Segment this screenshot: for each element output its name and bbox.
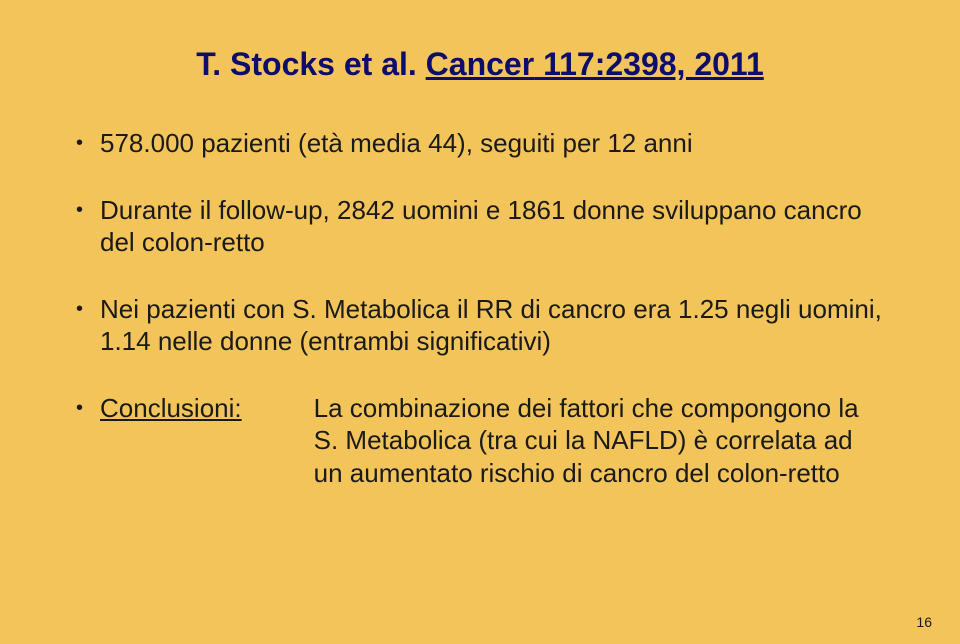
conclusion-label: Conclusioni: xyxy=(100,392,314,425)
bullet-text: Nei pazienti con S. Metabolica il RR di … xyxy=(100,294,882,357)
bullet-list: 578.000 pazienti (età media 44), seguiti… xyxy=(72,127,888,489)
bullet-item-conclusion: Conclusioni: La combinazione dei fattori… xyxy=(72,392,888,490)
bullet-item: 578.000 pazienti (età media 44), seguiti… xyxy=(72,127,888,160)
title-citation: 117:2398, 2011 xyxy=(534,46,764,82)
bullet-text: 578.000 pazienti (età media 44), seguiti… xyxy=(100,128,693,158)
conclusion-text: La combinazione dei fattori che compongo… xyxy=(314,392,888,490)
page-number: 16 xyxy=(916,614,932,630)
title-journal: Cancer xyxy=(426,46,535,82)
slide: T. Stocks et al. Cancer 117:2398, 2011 5… xyxy=(0,0,960,644)
slide-title: T. Stocks et al. Cancer 117:2398, 2011 xyxy=(72,46,888,83)
bullet-item: Durante il follow-up, 2842 uomini e 1861… xyxy=(72,194,888,259)
title-prefix: T. Stocks et al. xyxy=(196,46,425,82)
bullet-text: Durante il follow-up, 2842 uomini e 1861… xyxy=(100,195,862,258)
conclusion-row: Conclusioni: La combinazione dei fattori… xyxy=(100,392,888,490)
bullet-item: Nei pazienti con S. Metabolica il RR di … xyxy=(72,293,888,358)
